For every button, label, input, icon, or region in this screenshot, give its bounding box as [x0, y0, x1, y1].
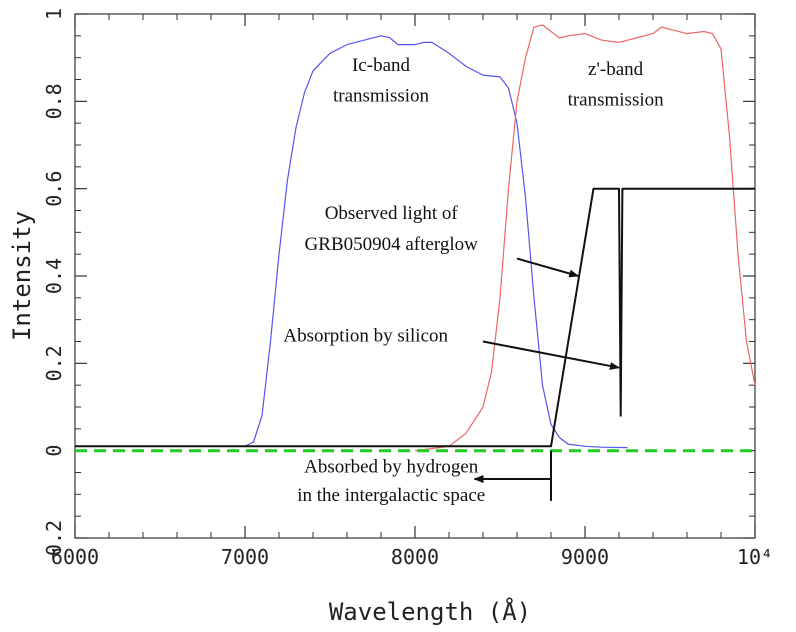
y-tick-label: 1: [42, 8, 66, 20]
y-tick-label: 0.2: [42, 520, 66, 556]
x-tick-label: 7000: [221, 545, 269, 569]
annotation-label: Ic-band: [352, 55, 411, 76]
y-tick-label: 0.2: [42, 345, 66, 381]
x-tick-label: 8000: [391, 545, 439, 569]
y-tick-label: 0.8: [42, 83, 66, 119]
axes: 6000 7000 8000 9000 10⁴ 0.2 0 0.2 0.4 0.6 0.8 1: [42, 8, 773, 569]
z-band-transmission-line: [414, 24, 756, 452]
annotation-layer: Ic-band transmission z'-band transmission Ob…: [283, 55, 664, 506]
ic-band-transmission-line: [75, 35, 628, 449]
series-layer: [75, 24, 756, 453]
y-axis-title: Intensity: [8, 211, 36, 341]
annotation-label: transmission: [333, 85, 430, 106]
annotation-label: Absorbed by hydrogen: [304, 457, 479, 478]
y-tick-label: 0.4: [42, 258, 66, 294]
annotation-arrow: [516, 257, 580, 278]
x-tick-label: 9000: [561, 545, 609, 569]
x-axis-title: Wavelength (Å): [329, 597, 531, 626]
x-tick-label: 6000: [51, 545, 99, 569]
annotation-arrow: [482, 340, 620, 370]
grb-afterglow-line: [75, 187, 755, 448]
annotation-label: transmission: [568, 90, 665, 111]
x-tick-label: 10⁴: [737, 545, 773, 569]
y-tick-label: 0.6: [42, 171, 66, 207]
annotation-label: in the intergalactic space: [297, 485, 485, 506]
annotation-label: Observed light of: [325, 203, 459, 224]
annotation-label: GRB050904 afterglow: [305, 234, 479, 255]
annotation-label: Absorption by silicon: [283, 326, 448, 347]
annotation-label: z'-band: [588, 59, 644, 80]
y-tick-label: 0: [42, 445, 66, 457]
